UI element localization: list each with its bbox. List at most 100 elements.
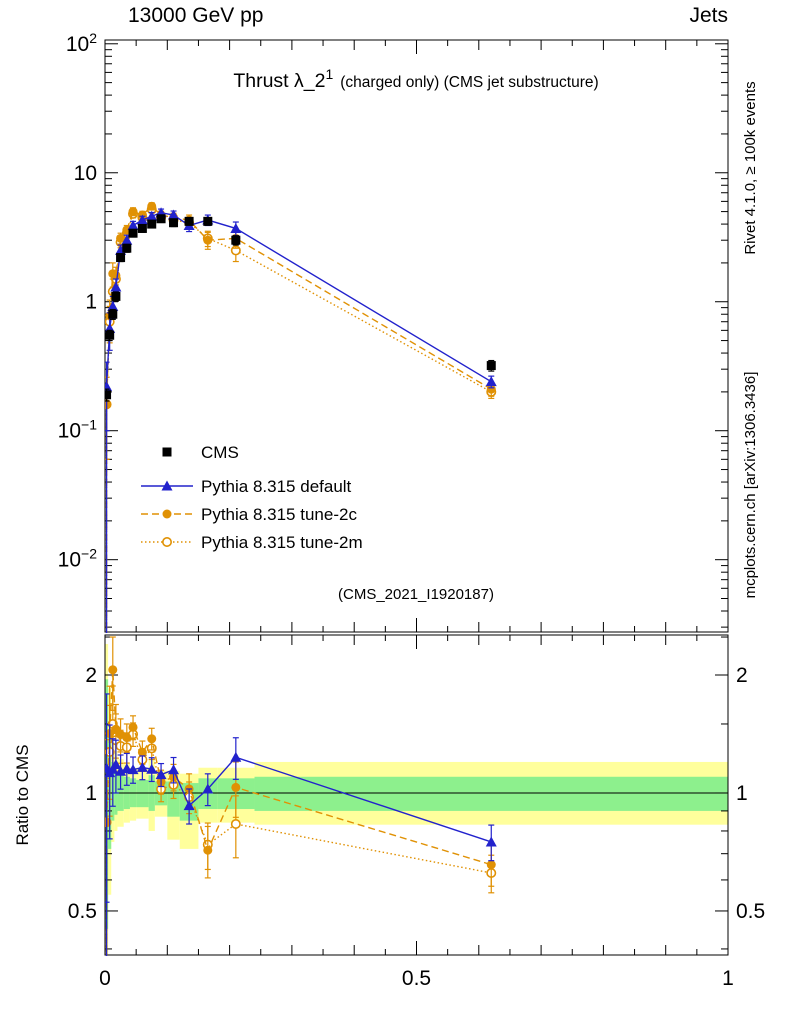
pythia-default-marker — [202, 783, 214, 794]
x-axis-tick-label: 0 — [99, 967, 111, 990]
ratio-panel: 2 2 1 1 0.5 0.5 0 0.5 1 — [68, 634, 765, 990]
cms-marker — [147, 219, 157, 229]
pythia-2c-marker — [147, 734, 157, 744]
watermark-analysis-id: (CMS_2021_I1920187) — [338, 586, 494, 603]
pythia-2c-marker — [486, 384, 496, 394]
y-axis-tick-label: 102 — [66, 30, 97, 56]
pythia-default-marker — [230, 751, 242, 762]
pythia-2c-marker — [203, 845, 213, 855]
pythia-default-marker — [168, 764, 180, 775]
pythia-default-marker — [127, 764, 139, 775]
pythia-2c-marker — [108, 665, 118, 675]
ratio-tick-label-left: 2 — [85, 664, 97, 687]
y-axis-tick-label: 1 — [85, 291, 97, 314]
legend-label-cms: CMS — [201, 443, 239, 462]
pythia-default-marker — [107, 300, 119, 311]
y-axis-tick-label: 10−2 — [58, 546, 98, 572]
pythia-2c-marker — [486, 860, 496, 870]
header-process: Jets — [689, 4, 728, 27]
x-axis-tick-label: 0.5 — [402, 967, 431, 990]
mcplots-reference-note: mcplots.cern.ch [arXiv:1306.3436] — [742, 372, 759, 599]
cms-marker — [203, 216, 213, 226]
legend-label-pythia-default: Pythia 8.315 default — [201, 477, 352, 496]
pythia-default-marker — [110, 281, 122, 292]
cms-marker — [122, 243, 132, 253]
green-band-rect — [136, 779, 149, 808]
plot-title-superscript: 1 — [325, 66, 333, 82]
pythia-2c-marker — [231, 782, 241, 792]
header-beam-energy: 13000 GeV pp — [128, 4, 263, 27]
plot-title-observable: Thrust λ_2 — [233, 70, 325, 92]
legend: CMS Pythia 8.315 default Pythia 8.315 tune… — [141, 443, 363, 552]
series-line-pythia-2c — [105, 205, 492, 633]
ratio-axis-label: Ratio to CMS — [13, 744, 32, 845]
pythia-default-marker — [146, 210, 158, 221]
pythia-default-marker — [121, 234, 133, 245]
cms-marker — [108, 309, 118, 319]
pythia-default-marker — [136, 761, 148, 772]
cms-marker — [128, 228, 138, 238]
pythia-default-marker — [168, 209, 180, 220]
cms-marker — [184, 216, 194, 226]
pythia-default-marker — [105, 381, 113, 392]
cms-marker — [156, 214, 166, 224]
pythia-2c-marker — [137, 747, 147, 757]
pythia-default-marker — [183, 800, 195, 811]
cms-marker — [231, 235, 241, 245]
pythia-default-marker — [146, 763, 158, 774]
pythia-2c-marker — [128, 207, 138, 217]
cms-marker — [116, 253, 126, 263]
legend-marker-pythia-default — [161, 480, 173, 491]
series-pythia-default — [105, 207, 497, 633]
pythia-default-marker — [110, 759, 122, 770]
y-axis-tick-label: 10 — [74, 162, 97, 185]
pythia-2c-marker — [147, 201, 157, 211]
ratio-tick-label-left: 1 — [85, 782, 97, 805]
pythia-2c-marker — [122, 733, 132, 743]
series-line-pythia-2m — [105, 208, 492, 633]
series-line-pythia-2m — [105, 723, 492, 956]
pythia-default-marker — [485, 376, 497, 387]
pythia-2c-marker — [116, 233, 126, 243]
pythia-2c-marker — [128, 722, 138, 732]
ratio-tick-label-right: 0.5 — [736, 900, 765, 923]
ratio-uncertainty-bands — [105, 643, 728, 955]
pythia-default-marker — [127, 220, 139, 231]
pythia-default-marker — [485, 836, 497, 847]
pythia-default-marker — [136, 214, 148, 225]
ratio-tick-label-right: 2 — [736, 664, 748, 687]
legend-marker-cms — [162, 447, 172, 457]
series-line-pythia-2c — [105, 669, 492, 956]
cms-marker — [486, 361, 496, 371]
ratio-tick-label-left: 0.5 — [68, 900, 97, 923]
series-line-pythia-default — [105, 211, 492, 633]
cms-marker — [169, 218, 179, 228]
cms-marker — [137, 223, 147, 233]
main-frame — [104, 39, 729, 633]
green-band-rect — [167, 781, 180, 817]
cms-marker — [105, 330, 115, 340]
series-pythia-2m — [105, 204, 497, 633]
pythia-default-marker — [115, 765, 127, 776]
legend-label-pythia-2c: Pythia 8.315 tune-2c — [201, 505, 357, 524]
plot-title-qualifier: (charged only) (CMS jet substructure) — [340, 74, 598, 91]
plot-title: Thrust λ_21 (charged only) (CMS jet subst… — [233, 66, 598, 92]
series-pythia-default — [105, 693, 497, 956]
rivet-version-note: Rivet 4.1.0, ≥ 100k events — [742, 81, 759, 254]
legend-marker-pythia-2m — [162, 536, 173, 547]
pythia-default-marker — [155, 769, 167, 780]
y-axis-tick-label: 10−1 — [58, 417, 98, 443]
legend-label-pythia-2m: Pythia 8.315 tune-2m — [201, 533, 363, 552]
series-pythia-2m — [105, 685, 497, 956]
pythia-default-marker — [230, 222, 242, 233]
pythia-2c-marker — [203, 235, 213, 245]
pythia-2m-marker — [230, 819, 241, 830]
cms-marker — [105, 390, 112, 400]
series-pythia-2c — [105, 201, 496, 633]
cms-marker — [111, 291, 121, 301]
ratio-tick-label-right: 1 — [736, 782, 748, 805]
series-cms — [105, 214, 496, 402]
main-panel: 102 10 1 10−1 10−2 — [58, 30, 729, 633]
